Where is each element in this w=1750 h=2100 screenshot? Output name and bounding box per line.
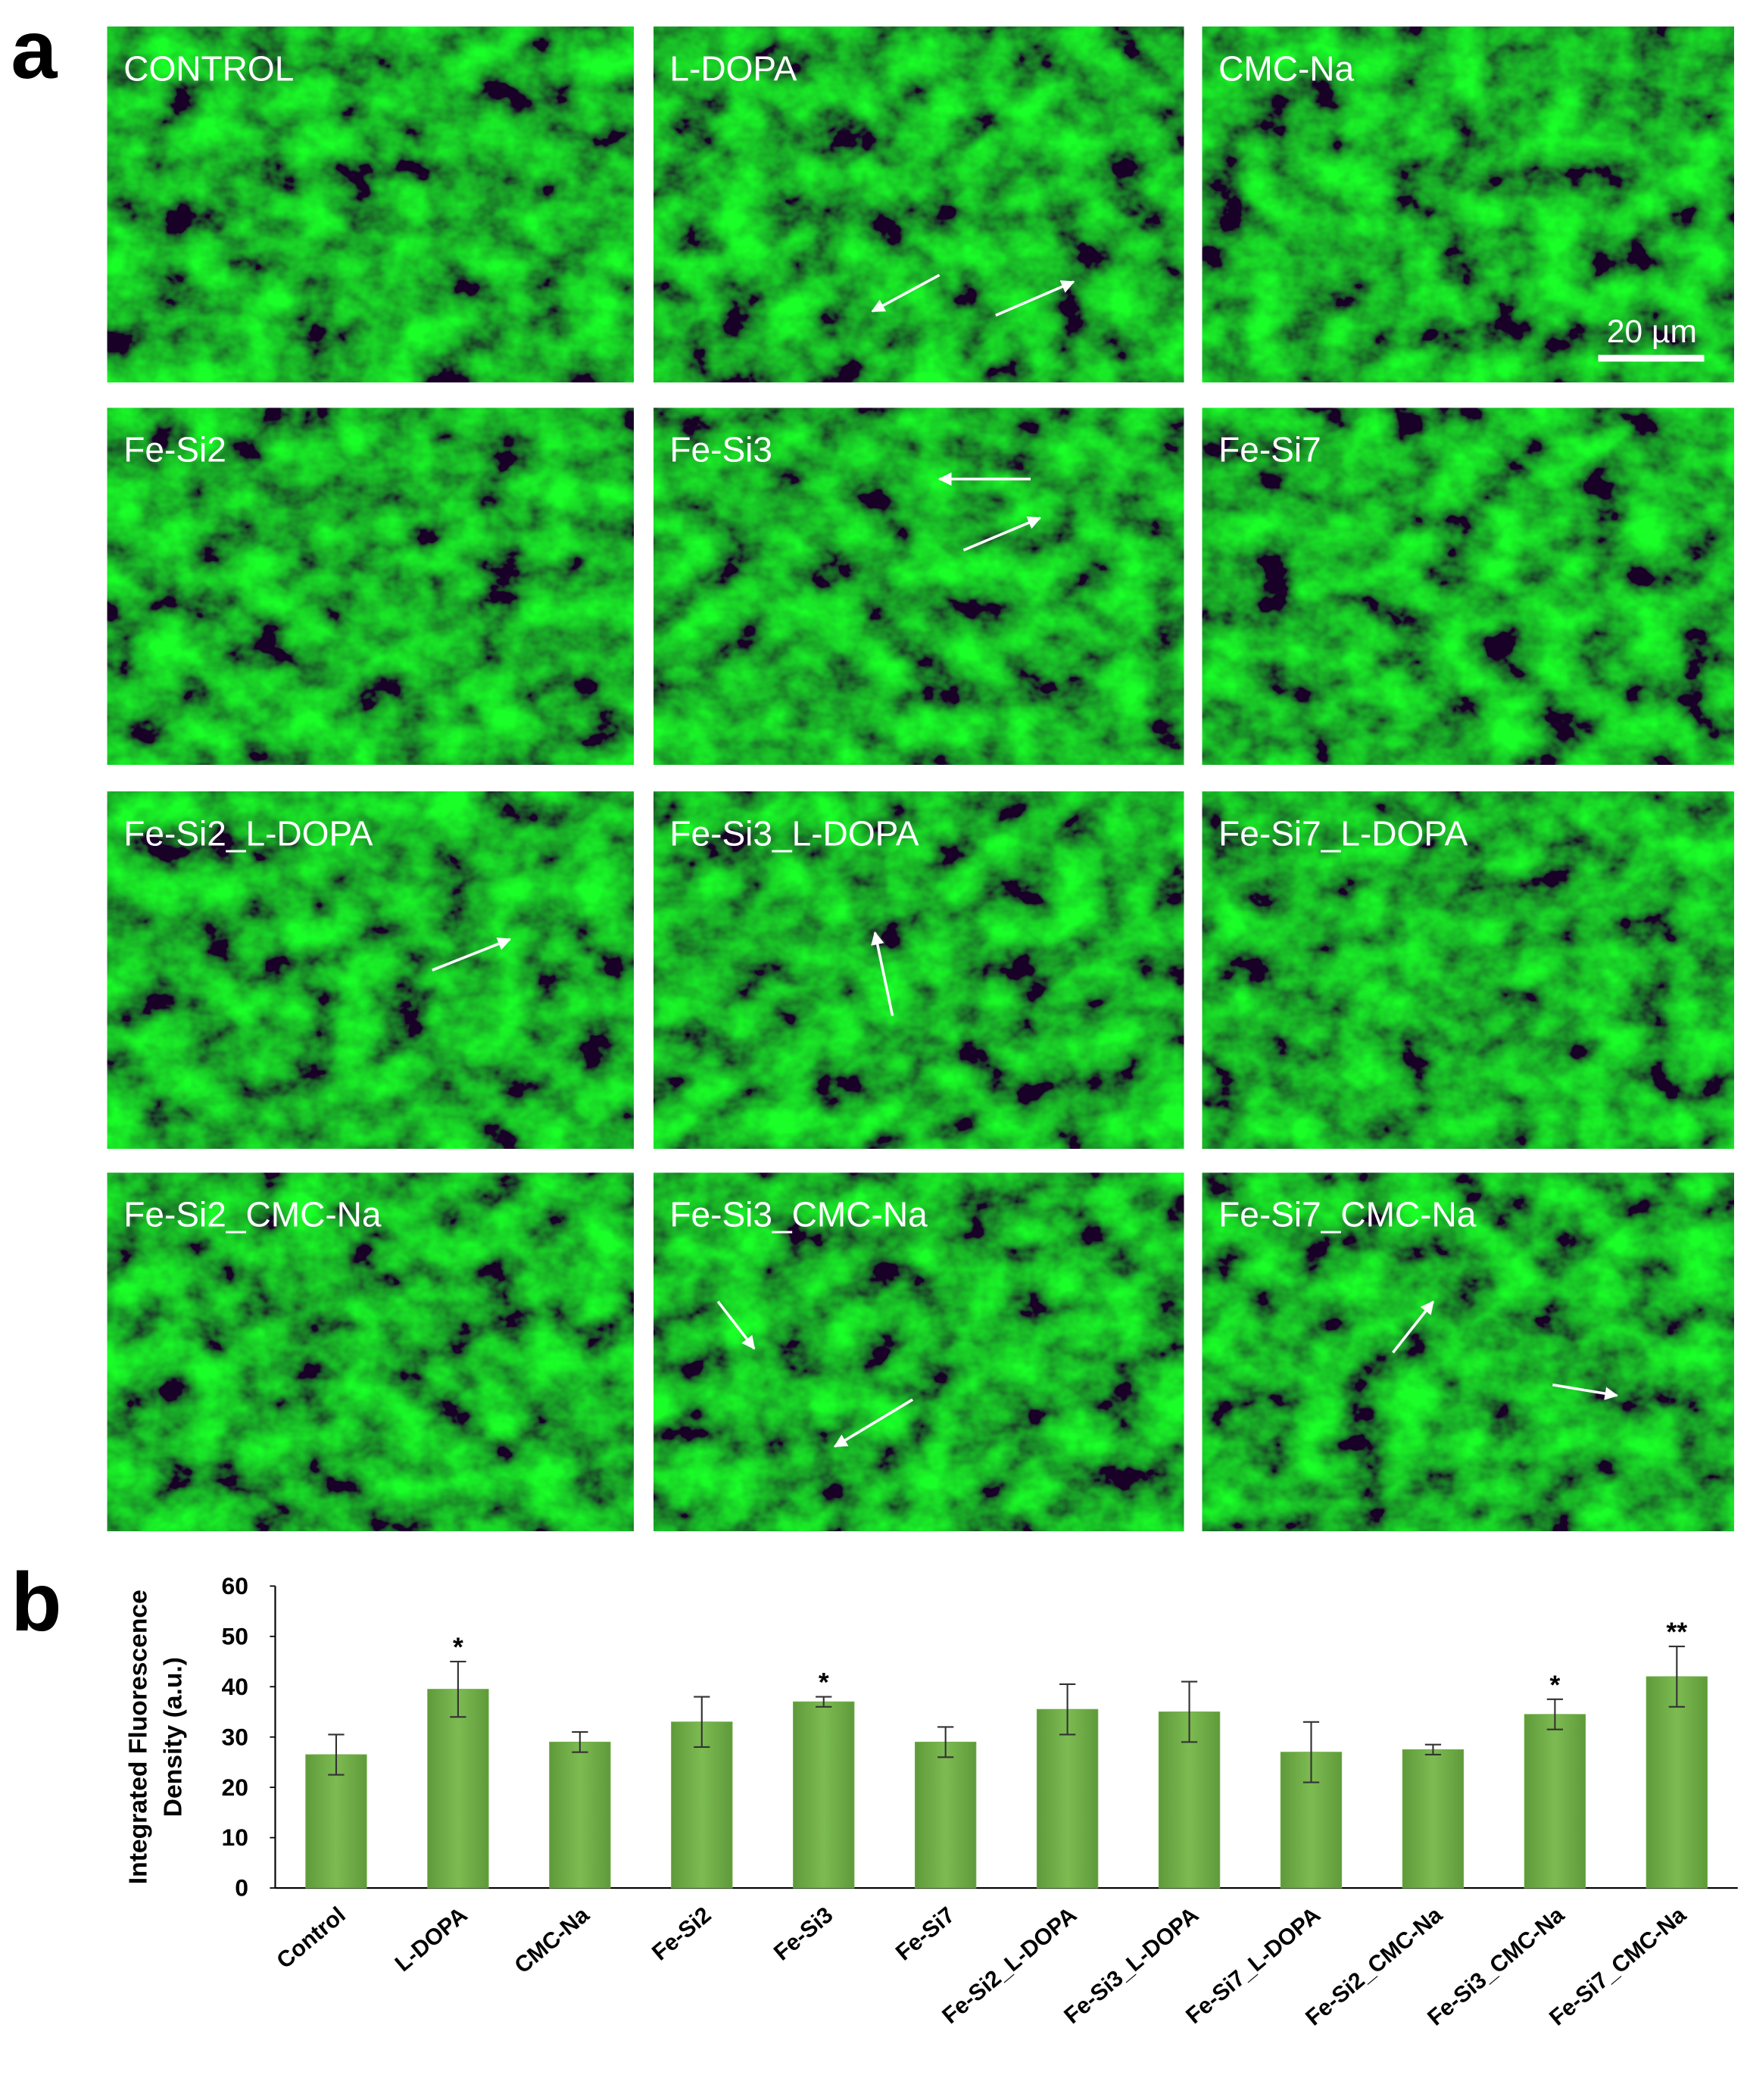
arrow xyxy=(995,280,1075,317)
image-label: Fe-Si3_CMC-Na xyxy=(669,1195,928,1234)
arrow xyxy=(1392,1300,1434,1354)
x-tick-label: CMC-Na xyxy=(510,1902,594,1979)
y-tick-label: 10 xyxy=(222,1824,248,1851)
arrow xyxy=(432,937,512,972)
micrograph xyxy=(654,791,1184,1149)
y-axis-title-line: Integrated Fluorescence xyxy=(124,1590,152,1884)
y-tick-label: 30 xyxy=(222,1723,248,1750)
error-bar xyxy=(937,1726,954,1758)
bar xyxy=(549,1741,611,1889)
y-tick-label: 60 xyxy=(222,1572,248,1599)
bar xyxy=(1036,1708,1099,1889)
micrograph xyxy=(107,27,634,382)
y-tick-label: 0 xyxy=(235,1874,248,1902)
image-label: Fe-Si2_CMC-Na xyxy=(123,1195,382,1234)
significance-label: * xyxy=(1550,1670,1561,1700)
y-axis-title-line: Density (a.u.) xyxy=(159,1657,187,1817)
significance-label: * xyxy=(453,1632,463,1662)
y-axis-title: Integrated Fluorescence Density (a.u.) xyxy=(124,1590,187,1884)
micrograph xyxy=(107,1172,634,1531)
micrograph xyxy=(654,1172,1184,1531)
micrograph xyxy=(1202,407,1734,765)
error-bar xyxy=(694,1696,710,1749)
bar xyxy=(1645,1676,1708,1889)
error-bar xyxy=(572,1730,588,1753)
arrow xyxy=(962,516,1042,552)
image-label: CMC-Na xyxy=(1218,48,1354,88)
bar xyxy=(1524,1714,1586,1889)
arrow xyxy=(833,1398,914,1448)
image-label: Fe-Si7_L-DOPA xyxy=(1218,813,1468,853)
error-bar xyxy=(816,1696,832,1708)
error-bar xyxy=(1546,1698,1564,1730)
error-bar xyxy=(1181,1680,1198,1743)
x-tick-label: Control xyxy=(272,1902,350,1974)
y-tick-label: 40 xyxy=(222,1673,248,1700)
panel-label: b xyxy=(11,1556,61,1649)
bar xyxy=(427,1689,489,1889)
y-tick-label: 50 xyxy=(222,1622,248,1649)
y-tick-label: 20 xyxy=(222,1774,248,1801)
error-bar xyxy=(1302,1721,1320,1783)
bar xyxy=(914,1741,977,1889)
image-label: Fe-Si3_L-DOPA xyxy=(669,813,919,853)
micrograph xyxy=(654,27,1184,382)
micrograph xyxy=(107,407,634,765)
panel-label: a xyxy=(11,4,58,96)
scale-bar-label: 20 µm xyxy=(1607,314,1697,350)
bar xyxy=(671,1721,733,1889)
micrograph xyxy=(654,407,1184,765)
x-tick-label: Fe-Si7 xyxy=(891,1902,959,1965)
x-tick-label: Fe-Si2 xyxy=(647,1902,716,1965)
micrograph xyxy=(1202,1172,1734,1531)
image-label: Fe-Si2 xyxy=(123,430,226,470)
error-bar xyxy=(1424,1743,1442,1756)
image-label: Fe-Si7 xyxy=(1218,430,1321,470)
error-bar xyxy=(328,1733,345,1776)
arrow xyxy=(871,931,894,1016)
error-bar xyxy=(1668,1646,1685,1708)
significance-label: ** xyxy=(1667,1617,1688,1647)
x-tick-label: Fe-Si3 xyxy=(769,1902,838,1965)
x-tick-label: L-DOPA xyxy=(391,1902,473,1977)
error-bar xyxy=(450,1660,466,1718)
image-label: Fe-Si2_L-DOPA xyxy=(123,813,373,853)
arrow xyxy=(1552,1383,1619,1400)
micrograph xyxy=(1202,791,1734,1149)
error-bar xyxy=(1059,1683,1076,1736)
image-label: L-DOPA xyxy=(669,48,797,88)
significance-label: * xyxy=(819,1667,829,1697)
image-label: Fe-Si7_CMC-Na xyxy=(1218,1195,1477,1234)
arrow xyxy=(716,1300,756,1350)
bar xyxy=(305,1754,367,1889)
image-label: Fe-Si3 xyxy=(669,430,772,470)
bar xyxy=(1402,1749,1465,1889)
arrow xyxy=(871,273,941,313)
image-label: CONTROL xyxy=(123,48,294,88)
bar xyxy=(793,1701,855,1889)
micrograph xyxy=(107,791,634,1149)
micrograph xyxy=(1202,27,1734,382)
